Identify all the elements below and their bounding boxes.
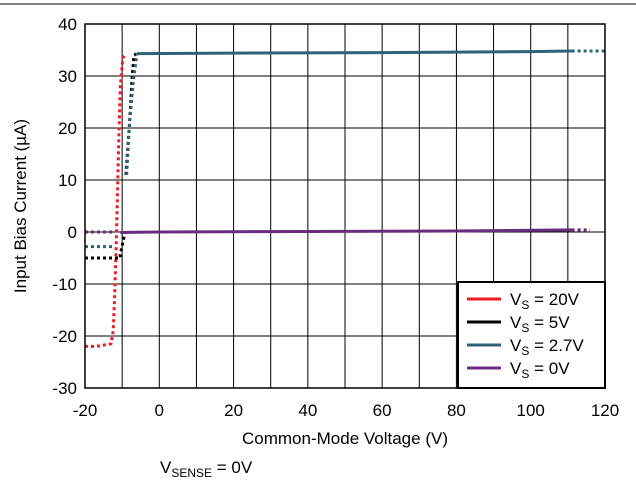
y-tick-label: 20	[58, 119, 77, 138]
y-tick-label: 10	[58, 171, 77, 190]
series-line	[125, 53, 139, 175]
y-tick-label: -10	[52, 275, 77, 294]
footnote-sub: SENSE	[171, 466, 212, 480]
y-axis-title-post: A)	[11, 119, 30, 136]
series-line	[124, 52, 138, 175]
x-tick-label: 80	[447, 401, 466, 420]
x-tick-label: 20	[224, 401, 243, 420]
legend-label: VS = 5V	[510, 313, 570, 335]
series-line	[120, 228, 572, 234]
plot-frame	[84, 23, 606, 389]
legend-label: VS = 20V	[510, 290, 580, 312]
series-line	[85, 53, 128, 348]
x-tick-label: 120	[591, 401, 619, 420]
series-group	[85, 49, 605, 348]
series-3	[85, 228, 591, 234]
x-axis-title: Common-Mode Voltage (V)	[242, 429, 448, 448]
legend-label: VS = 2.7V	[510, 336, 584, 358]
x-tick-labels: -20 0 20 40 60 80 100 120	[73, 401, 619, 420]
footnote: VSENSE = 0V	[160, 458, 253, 480]
x-tick-label: 100	[517, 401, 545, 420]
y-tick-label: -20	[52, 327, 77, 346]
y-axis-title: Input Bias Current (µA)	[11, 119, 30, 293]
series-line	[85, 231, 128, 260]
series-1	[85, 52, 138, 260]
y-axis-title-pre: Input Bias Current (	[11, 145, 30, 293]
x-tick-label: -20	[73, 401, 98, 420]
x-tick-label: 40	[298, 401, 317, 420]
series-line	[136, 49, 572, 56]
x-tick-label: 0	[155, 401, 164, 420]
y-tick-label: 0	[68, 223, 77, 242]
y-tick-label: 30	[58, 67, 77, 86]
legend-label: VS = 0V	[510, 359, 570, 381]
y-tick-label: 40	[58, 15, 77, 34]
y-axis-title-mu: µ	[11, 136, 30, 146]
footnote-post: = 0V	[212, 458, 253, 477]
x-tick-label: 60	[373, 401, 392, 420]
y-tick-label: -30	[52, 379, 77, 398]
footnote-main: V	[160, 458, 172, 477]
series-0	[85, 53, 128, 348]
y-tick-labels: -30 -20 -10 0 10 20 30 40	[52, 15, 77, 398]
series-2	[85, 49, 605, 249]
